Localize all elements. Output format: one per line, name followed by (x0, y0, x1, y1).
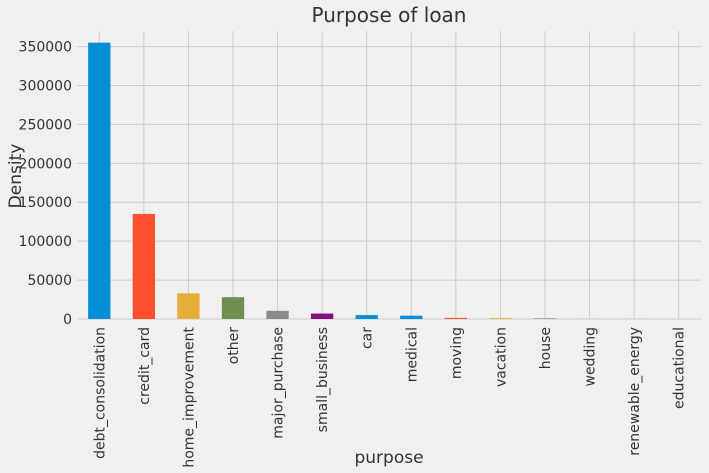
y-tick-label: 300000 (19, 78, 72, 94)
y-tick-label: 250000 (19, 117, 72, 133)
gridlines (77, 31, 701, 320)
bar-home-improvement (177, 293, 200, 319)
x-tick-label: educational (672, 327, 688, 409)
y-tick-label: 0 (63, 312, 72, 328)
bar-credit-card (132, 213, 155, 319)
x-tick-label: credit_card (137, 327, 153, 405)
x-tick-label: house (538, 327, 554, 369)
y-tick-label: 350000 (19, 40, 72, 56)
bar-car (355, 315, 378, 319)
bar-medical (400, 315, 423, 319)
x-tick-label: major_purchase (271, 327, 287, 439)
x-tick-label: renewable_energy (627, 327, 643, 456)
x-tick-label: debt_consolidation (92, 327, 108, 459)
x-tick-label: medical (404, 327, 420, 382)
bar-small-business (311, 313, 334, 319)
x-tick-label: home_improvement (181, 327, 197, 468)
bar-vacation (489, 318, 512, 319)
y-tick-label: 100000 (19, 234, 72, 250)
bar-house (533, 318, 557, 319)
y-axis-label: Density (6, 144, 26, 209)
bar-moving (444, 317, 467, 319)
x-axis-label: purpose (354, 448, 423, 468)
y-tick-label: 200000 (19, 156, 72, 172)
chart-title: Purpose of loan (312, 3, 467, 27)
x-tick-labels: debt_consolidation credit_card home_improv… (92, 327, 687, 468)
bar-major-purchase (266, 310, 289, 319)
x-tick-label: other (226, 327, 242, 365)
x-tick-label: small_business (315, 327, 331, 432)
x-tick-label: moving (449, 327, 465, 379)
y-tick-label: 50000 (27, 273, 72, 289)
y-tick-label: 150000 (19, 195, 72, 211)
x-tick-label: car (360, 327, 376, 349)
y-tick-labels: 0 50000 100000 150000 200000 250000 300000 3500… (19, 40, 72, 328)
bars (88, 42, 690, 320)
x-tick-label: vacation (493, 327, 509, 387)
x-tick-label: wedding (583, 327, 599, 387)
bar-debt-consolidation (88, 42, 111, 320)
bar-other (221, 297, 245, 319)
